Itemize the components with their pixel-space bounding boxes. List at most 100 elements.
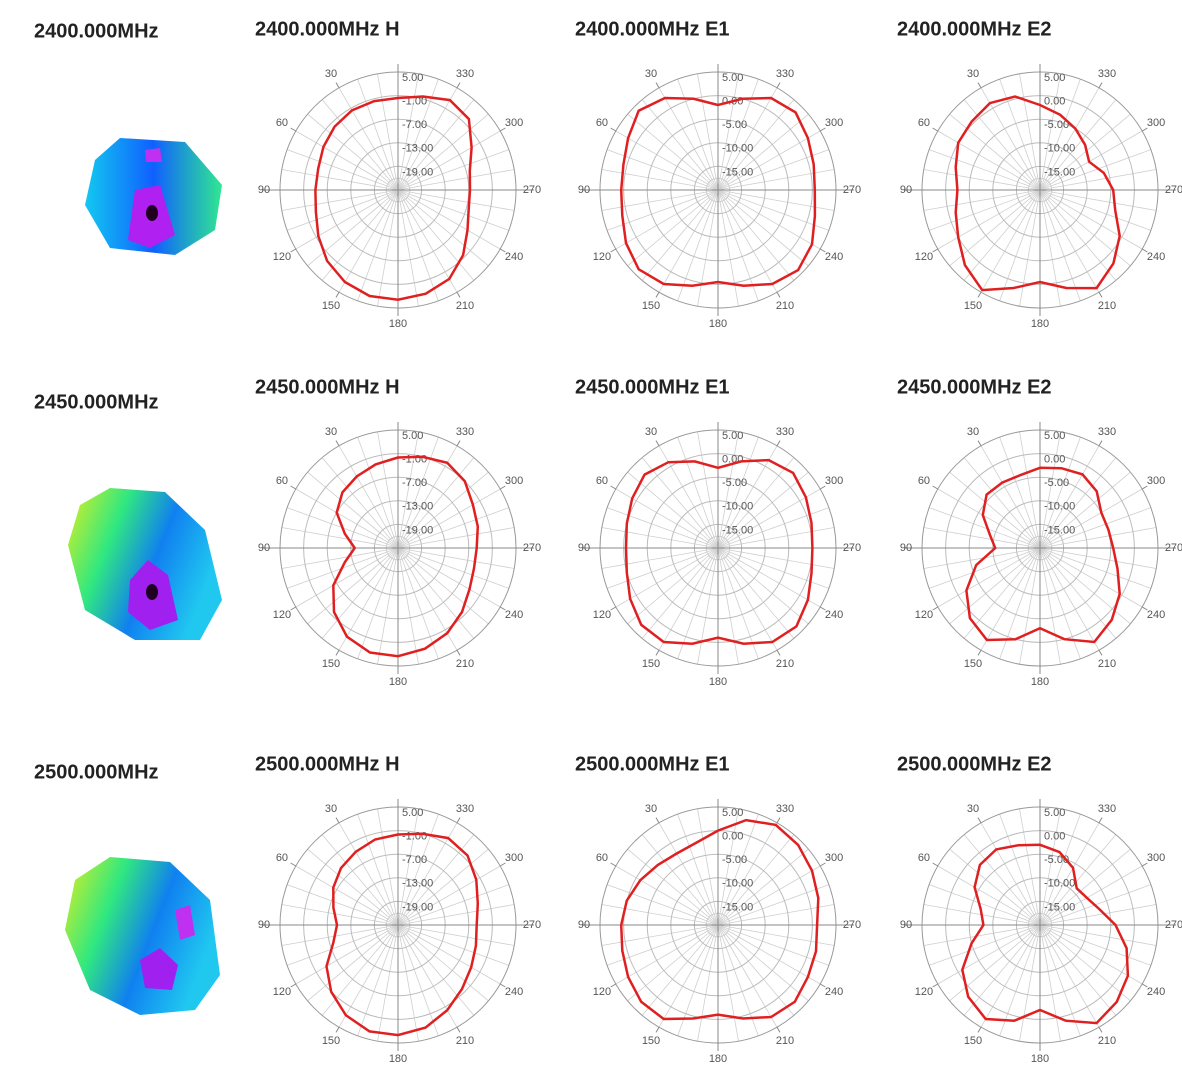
chart-title: 2500.000MHz E2	[897, 753, 1052, 775]
spoke	[1039, 445, 1100, 549]
r-tick-label: 0.00	[722, 831, 743, 843]
r-tick-label: 5.00	[402, 807, 423, 819]
spoke	[949, 547, 1041, 625]
r-tick-label: -15.00	[1044, 524, 1075, 536]
theta-tick-label: 30	[325, 426, 337, 438]
theta-tick-label: 120	[593, 609, 611, 621]
theta-tick-label: 180	[1031, 1053, 1049, 1065]
spoke	[1039, 904, 1157, 926]
spoke	[397, 189, 489, 267]
r-tick-label: -15.00	[722, 166, 753, 178]
pattern-line	[954, 95, 1121, 292]
theta-tick-label: 30	[645, 426, 657, 438]
theta-tick-label: 150	[642, 658, 660, 670]
spoke	[1039, 189, 1117, 281]
theta-tick-label: 210	[776, 1035, 794, 1047]
row-label: 2500.000MHz	[34, 761, 159, 783]
theta-tick-label: 300	[1147, 475, 1165, 487]
spoke	[999, 436, 1041, 549]
theta-tick-label: 60	[276, 852, 288, 864]
theta-tick	[819, 248, 826, 253]
spoke	[658, 924, 719, 1028]
spoke	[717, 547, 759, 660]
spoke	[606, 884, 719, 926]
polar-chart: 2400.000MHz E2 5.00 0.00 -5.00 -10.00 -15.00 3…	[897, 18, 1182, 330]
r-tick-label: -10.00	[1044, 143, 1075, 155]
spoke	[717, 924, 739, 1042]
theta-tick-label: 30	[967, 426, 979, 438]
spoke	[397, 822, 458, 926]
theta-tick-label: 330	[456, 803, 474, 815]
r-tick-label: -5.00	[722, 119, 747, 131]
theta-tick-label: 150	[964, 1035, 982, 1047]
theta-tick-label: 180	[389, 676, 407, 688]
spoke	[397, 189, 510, 231]
pattern-line	[619, 818, 820, 1021]
spoke	[717, 436, 759, 549]
theta-tick-label: 90	[258, 184, 270, 196]
spoke	[658, 87, 719, 191]
spoke	[397, 884, 510, 926]
theta-tick-label: 330	[1098, 426, 1116, 438]
spoke	[615, 924, 719, 985]
spoke	[601, 527, 719, 549]
theta-tick-label: 120	[915, 609, 933, 621]
spoke	[321, 99, 399, 191]
spoke	[377, 924, 399, 1042]
theta-tick-label: 120	[273, 251, 291, 263]
spoke	[658, 189, 719, 293]
spoke	[338, 87, 399, 191]
spoke	[338, 547, 399, 651]
theta-tick-label: 30	[967, 803, 979, 815]
spoke	[338, 445, 399, 549]
spoke	[295, 865, 399, 926]
polar-chart: 2500.000MHz E25.000.00-5.00-10.00-15.003…	[897, 753, 1182, 1065]
spoke	[397, 547, 510, 589]
theta-tick-label: 300	[825, 475, 843, 487]
theta-tick	[335, 649, 340, 656]
theta-tick	[290, 485, 297, 490]
spoke	[697, 924, 719, 1042]
theta-tick-label: 120	[593, 251, 611, 263]
row-label: 2450.000MHz	[34, 391, 159, 413]
r-tick-label: -5.00	[1044, 477, 1069, 489]
spoke	[1039, 834, 1117, 926]
spoke	[281, 189, 399, 211]
theta-tick-label: 180	[389, 1053, 407, 1065]
spoke	[923, 189, 1041, 211]
theta-tick-label: 240	[505, 609, 523, 621]
theta-tick	[776, 649, 781, 656]
spoke	[321, 834, 399, 926]
spoke	[601, 169, 719, 191]
spoke	[1039, 527, 1157, 549]
theta-tick-label: 270	[843, 919, 861, 931]
theta-tick	[456, 649, 461, 656]
spoke	[295, 547, 399, 608]
theta-tick	[1098, 649, 1103, 656]
spoke	[937, 865, 1041, 926]
theta-tick-label: 180	[709, 1053, 727, 1065]
spoke	[281, 527, 399, 549]
spoke	[1039, 924, 1100, 1028]
r-tick-label: -5.00	[722, 854, 747, 866]
chart-title: 2500.000MHz E1	[575, 753, 730, 775]
theta-tick	[819, 485, 826, 490]
r-tick-label: 5.00	[1044, 72, 1065, 84]
r-tick-label: -19.00	[402, 901, 433, 913]
theta-tick-label: 240	[505, 986, 523, 998]
spoke	[307, 113, 399, 191]
theta-tick-label: 30	[967, 68, 979, 80]
theta-tick-label: 240	[825, 609, 843, 621]
theta-tick	[819, 862, 826, 867]
theta-tick	[499, 983, 506, 988]
theta-tick-label: 240	[825, 251, 843, 263]
spoke	[357, 78, 399, 191]
theta-tick-label: 210	[456, 658, 474, 670]
polar-chart: 2450.000MHz E15.000.00-5.00-10.00-15.003…	[575, 376, 861, 688]
spoke	[397, 189, 439, 302]
theta-tick	[819, 127, 826, 132]
spoke	[286, 924, 399, 966]
theta-tick	[290, 248, 297, 253]
theta-tick-label: 210	[776, 300, 794, 312]
spoke	[1039, 130, 1143, 191]
